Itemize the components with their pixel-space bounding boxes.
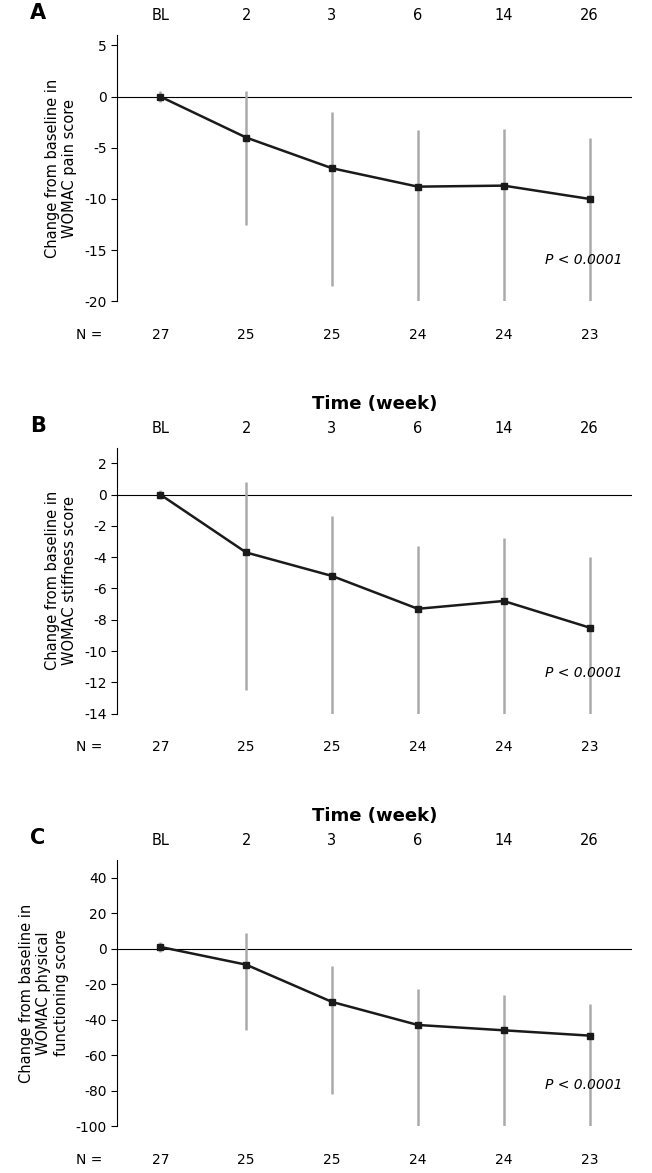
Text: P < 0.0001: P < 0.0001 — [544, 253, 622, 267]
Text: 14: 14 — [494, 833, 513, 848]
Text: 24: 24 — [495, 328, 512, 341]
Text: 2: 2 — [241, 421, 251, 435]
Text: 23: 23 — [581, 1153, 599, 1167]
Text: 26: 26 — [580, 833, 599, 848]
Text: 24: 24 — [495, 740, 512, 754]
Y-axis label: Change from baseline in
WOMAC physical
functioning score: Change from baseline in WOMAC physical f… — [19, 903, 68, 1083]
Text: 25: 25 — [323, 1153, 341, 1167]
Text: 25: 25 — [237, 328, 255, 341]
Text: 24: 24 — [409, 1153, 426, 1167]
Text: 2: 2 — [241, 833, 251, 848]
Text: BL: BL — [151, 833, 170, 848]
Text: N =: N = — [76, 328, 102, 341]
Text: B: B — [30, 415, 46, 435]
Text: 14: 14 — [494, 421, 513, 435]
Text: 25: 25 — [237, 740, 255, 754]
Text: 24: 24 — [409, 740, 426, 754]
Text: 3: 3 — [327, 8, 336, 23]
Text: 27: 27 — [151, 1153, 169, 1167]
Text: 3: 3 — [327, 421, 336, 435]
Y-axis label: Change from baseline in
WOMAC stiffness score: Change from baseline in WOMAC stiffness … — [45, 491, 78, 670]
Text: 6: 6 — [413, 421, 422, 435]
Text: 27: 27 — [151, 740, 169, 754]
Text: N =: N = — [76, 740, 102, 754]
Text: 23: 23 — [581, 740, 599, 754]
Text: N =: N = — [76, 1153, 102, 1167]
Text: BL: BL — [151, 421, 170, 435]
Text: 6: 6 — [413, 833, 422, 848]
Text: 24: 24 — [495, 1153, 512, 1167]
Text: 25: 25 — [237, 1153, 255, 1167]
Title: Time (week): Time (week) — [312, 394, 437, 413]
Text: 25: 25 — [323, 740, 341, 754]
Text: BL: BL — [151, 8, 170, 23]
Title: Time (week): Time (week) — [312, 807, 437, 825]
Text: A: A — [30, 4, 46, 23]
Text: 24: 24 — [409, 328, 426, 341]
Text: 25: 25 — [323, 328, 341, 341]
Text: 3: 3 — [327, 833, 336, 848]
Text: 14: 14 — [494, 8, 513, 23]
Text: P < 0.0001: P < 0.0001 — [544, 666, 622, 680]
Text: P < 0.0001: P < 0.0001 — [544, 1078, 622, 1092]
Text: 2: 2 — [241, 8, 251, 23]
Text: 26: 26 — [580, 8, 599, 23]
Text: 27: 27 — [151, 328, 169, 341]
Y-axis label: Change from baseline in
WOMAC pain score: Change from baseline in WOMAC pain score — [45, 79, 78, 258]
Text: 26: 26 — [580, 421, 599, 435]
Text: 23: 23 — [581, 328, 599, 341]
Text: 6: 6 — [413, 8, 422, 23]
Text: C: C — [30, 828, 45, 848]
